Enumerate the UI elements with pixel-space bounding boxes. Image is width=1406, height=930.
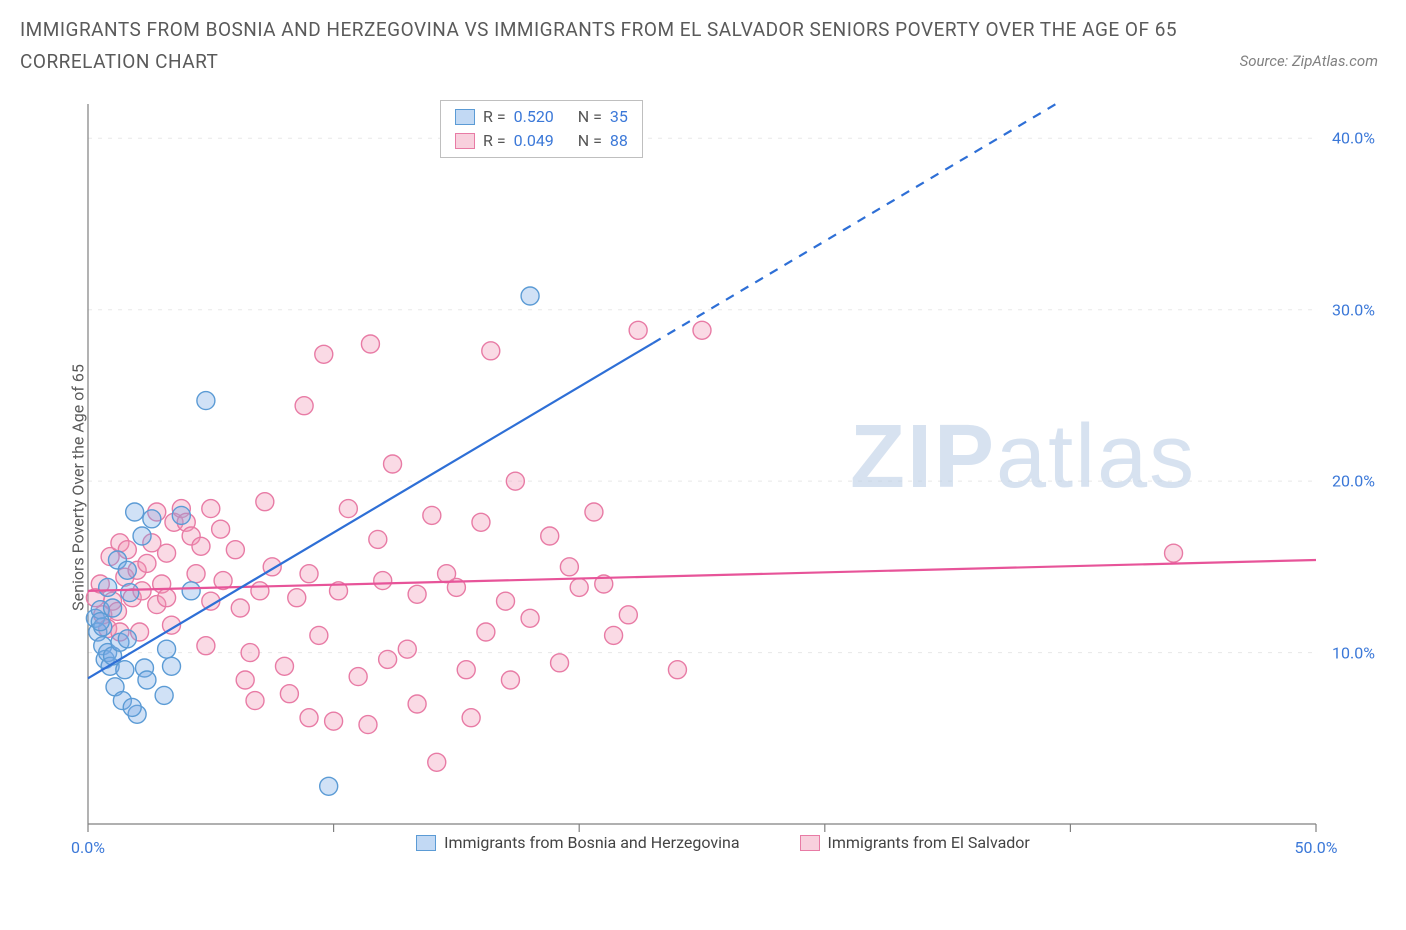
y-tick-label: 10.0% [1332,643,1375,662]
legend-label-bosnia: Immigrants from Bosnia and Herzegovina [444,833,739,852]
y-tick-label: 40.0% [1332,129,1375,148]
chart-title-line2: CORRELATION CHART [20,46,1406,78]
correlation-legend: R = 0.520 N = 35 R = 0.049 N = 88 [440,100,643,158]
legend-label-elsalvador: Immigrants from El Salvador [828,833,1030,852]
legend-item-elsalvador: Immigrants from El Salvador [800,833,1030,852]
n-value-bosnia: 35 [610,105,628,129]
legend-swatch-elsalvador [455,133,475,149]
n-label: N = [578,105,602,129]
legend-swatch-bosnia [455,109,475,125]
legend-swatch-elsalvador [800,835,820,851]
series-legend: Immigrants from Bosnia and Herzegovina I… [60,833,1386,852]
legend-item-bosnia: Immigrants from Bosnia and Herzegovina [416,833,739,852]
x-tick-label: 0.0% [71,838,105,857]
scatter-plot [60,96,1386,860]
chart-container: Seniors Poverty Over the Age of 65 ZIPat… [60,96,1386,860]
r-value-elsalvador: 0.049 [514,129,554,153]
source-attribution: Source: ZipAtlas.com [1240,52,1378,70]
r-label: R = [483,105,506,129]
n-value-elsalvador: 88 [610,129,628,153]
legend-row-elsalvador: R = 0.049 N = 88 [455,129,628,153]
chart-title-line1: IMMIGRANTS FROM BOSNIA AND HERZEGOVINA V… [20,14,1406,46]
y-tick-label: 20.0% [1332,472,1375,491]
x-tick-label: 50.0% [1295,838,1338,857]
n-label: N = [578,129,602,153]
legend-swatch-bosnia [416,835,436,851]
r-value-bosnia: 0.520 [514,105,554,129]
y-tick-label: 30.0% [1332,300,1375,319]
r-label: R = [483,129,506,153]
legend-row-bosnia: R = 0.520 N = 35 [455,105,628,129]
